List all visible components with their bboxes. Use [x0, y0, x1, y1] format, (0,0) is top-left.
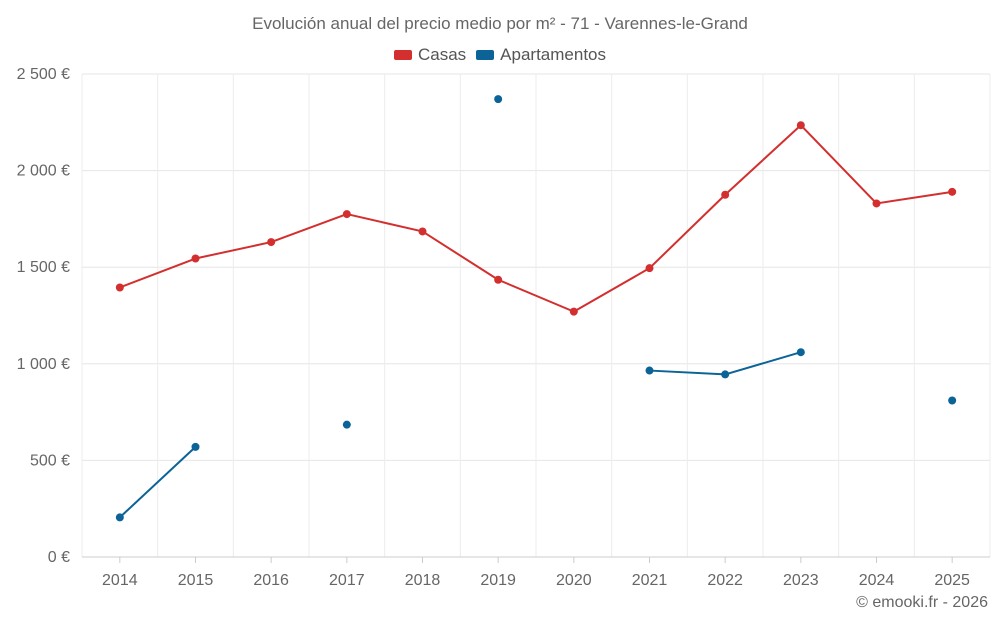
- legend-swatch-casas: [393, 50, 412, 60]
- y-tick-label: 2 000 €: [17, 163, 70, 180]
- series-line-apartamentos: [119, 446, 197, 519]
- point-apartamentos-2014[interactable]: [115, 513, 124, 522]
- point-casas-2022[interactable]: [721, 190, 730, 199]
- point-apartamentos-2021[interactable]: [645, 366, 654, 375]
- point-apartamentos-2025[interactable]: [948, 396, 957, 405]
- x-tick-label-2025: 2025: [934, 572, 970, 589]
- point-apartamentos-2023[interactable]: [796, 348, 805, 357]
- axes: 0 € 500 € 1 000 € 1 500 € 2 000 € 2 500 € 2014…: [17, 66, 990, 589]
- chart-title: Evolución anual del precio medio por m² …: [252, 14, 748, 33]
- y-tick-label: 1 000 €: [17, 356, 70, 373]
- point-casas-2014[interactable]: [115, 283, 124, 292]
- point-casas-2015[interactable]: [191, 254, 200, 263]
- x-tick-label-2024: 2024: [859, 572, 895, 589]
- y-tick-label: 2 500 €: [17, 66, 70, 83]
- point-casas-2017[interactable]: [342, 210, 351, 219]
- grid-lines: [81, 73, 991, 557]
- credit-text: © emooki.fr - 2026: [856, 594, 988, 611]
- point-apartamentos-2019[interactable]: [494, 95, 503, 104]
- series-casas: [115, 121, 957, 316]
- x-tick-label-2016: 2016: [253, 572, 289, 589]
- series-line-casas: [119, 124, 953, 313]
- x-tick-label-2019: 2019: [480, 572, 516, 589]
- point-apartamentos-2017[interactable]: [342, 420, 351, 429]
- legend-item-apartamentos[interactable]: Apartamentos: [476, 45, 606, 65]
- legend-swatch-apartamentos: [476, 50, 495, 60]
- point-casas-2025[interactable]: [948, 187, 957, 196]
- point-casas-2024[interactable]: [872, 199, 881, 208]
- point-apartamentos-2022[interactable]: [721, 370, 730, 379]
- x-tick-label-2014: 2014: [102, 572, 138, 589]
- legend-label-apartamentos: Apartamentos: [500, 45, 607, 64]
- series-layer: [115, 95, 957, 522]
- point-casas-2019[interactable]: [494, 275, 503, 284]
- point-casas-2023[interactable]: [796, 121, 805, 130]
- x-tick-label-2018: 2018: [405, 572, 441, 589]
- x-tick-label-2020: 2020: [556, 572, 592, 589]
- point-apartamentos-2015[interactable]: [191, 442, 200, 451]
- series-apartamentos: [115, 95, 957, 522]
- legend-item-casas[interactable]: Casas: [393, 45, 467, 65]
- point-casas-2020[interactable]: [569, 307, 578, 316]
- y-tick-label: 0 €: [48, 549, 70, 566]
- x-tick-label-2015: 2015: [178, 572, 214, 589]
- x-tick-label-2017: 2017: [329, 572, 365, 589]
- point-casas-2018[interactable]: [418, 227, 427, 236]
- legend: Casas Apartamentos: [0, 45, 1000, 65]
- legend-label-casas: Casas: [417, 45, 467, 64]
- x-tick-label-2022: 2022: [707, 572, 743, 589]
- x-tick-label-2021: 2021: [632, 572, 668, 589]
- point-casas-2021[interactable]: [645, 264, 654, 273]
- y-tick-label: 500 €: [30, 452, 70, 469]
- point-casas-2016[interactable]: [267, 238, 276, 247]
- y-tick-label: 1 500 €: [17, 259, 70, 276]
- x-tick-label-2023: 2023: [783, 572, 819, 589]
